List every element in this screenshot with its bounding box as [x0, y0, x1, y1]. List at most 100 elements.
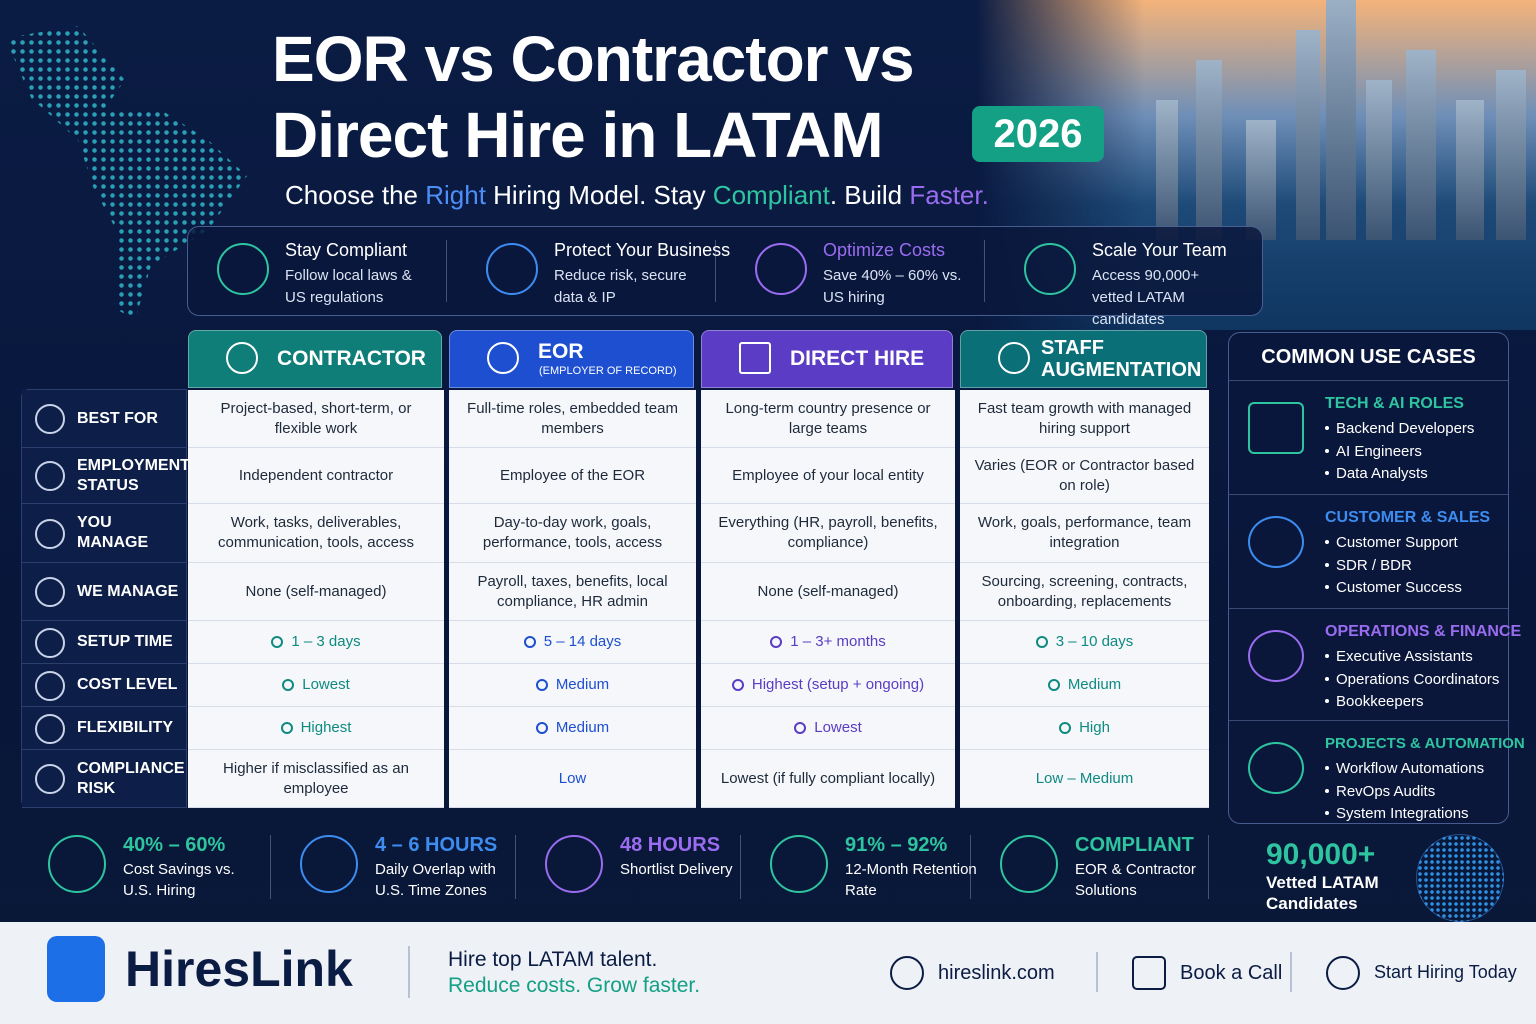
divider [515, 835, 516, 899]
cell-text: Medium [555, 719, 610, 736]
cell-text: None (self-managed) [245, 582, 387, 600]
table-cell: 5 – 14 days [449, 621, 696, 664]
table-cell: 3 – 10 days [960, 621, 1209, 664]
cell-icon [280, 722, 293, 734]
use-case-icon [1248, 742, 1304, 794]
slogan: Hire top LATAM talent. [448, 948, 658, 971]
cell-icon [271, 636, 284, 648]
use-case-title: OPERATIONS & FINANCE [1325, 623, 1522, 640]
cell-text: 3 – 10 days [1055, 633, 1134, 650]
footer: HiresLink Hire top LATAM talent. Reduce co… [0, 922, 1536, 1024]
cell-text: Sourcing, screening, contracts, onboardi… [981, 572, 1188, 610]
divider [446, 240, 447, 302]
cell-text: Highest (setup + ongoing) [751, 676, 925, 693]
column-header: STAFF AUGMENTATION [960, 330, 1207, 388]
building [1456, 100, 1484, 240]
table-cell: Highest [188, 707, 444, 750]
table-cell: Long-term country presence or large team… [701, 390, 955, 448]
link-icon [1326, 956, 1360, 990]
footer-link[interactable]: hireslink.com [938, 962, 1055, 984]
cell-text: Full-time roles, embedded team members [467, 399, 678, 437]
benefit-title: Scale Your Team [1092, 240, 1227, 260]
cell-text: Lowest [302, 676, 350, 693]
use-case-icon [1248, 402, 1304, 454]
benefit-text: Reduce risk, secure data & IP [554, 267, 687, 306]
table-cell: Everything (HR, payroll, benefits, compl… [701, 504, 955, 563]
row-icon [35, 764, 65, 794]
table-cell: Work, goals, performance, team integrati… [960, 504, 1209, 563]
cell-text: None (self-managed) [757, 582, 899, 600]
cell-text: 1 – 3+ months [790, 633, 886, 650]
stat-icon [1000, 835, 1058, 893]
column-icon [226, 342, 258, 374]
building [1366, 80, 1392, 240]
building [1296, 30, 1320, 240]
column-header: DIRECT HIRE [701, 330, 953, 388]
table-cell: Lowest [701, 707, 955, 750]
stat-icon [48, 835, 106, 893]
cell-icon [731, 679, 744, 691]
cell-text: Work, goals, performance, team integrati… [977, 514, 1192, 551]
divider [970, 835, 971, 899]
benefit-icon [217, 243, 269, 295]
table-cell: 1 – 3 days [188, 621, 444, 664]
building [1196, 60, 1222, 240]
cell-text: 1 – 3 days [291, 633, 361, 650]
cell-text: Payroll, taxes, benefits, local complian… [477, 572, 668, 610]
table-cell: Payroll, taxes, benefits, local complian… [449, 563, 696, 621]
table-cell: 1 – 3+ months [701, 621, 955, 664]
table-cell: Low – Medium [960, 750, 1209, 808]
table-cell: Highest (setup + ongoing) [701, 664, 955, 707]
stat-label: Cost Savings vs. U.S. Hiring [123, 861, 235, 899]
use-case-item: Customer Success [1325, 579, 1462, 596]
building [1326, 0, 1356, 240]
table-cell: Sourcing, screening, contracts, onboardi… [960, 563, 1209, 621]
cell-text: Employee of the EOR [499, 466, 646, 484]
row-icon [35, 713, 65, 744]
table-cell: Medium [449, 707, 696, 750]
column-title: EOR [538, 340, 584, 363]
tagline-part: Hiring Model. Stay [485, 180, 713, 210]
use-case-item: SDR / BDR [1325, 557, 1412, 574]
column-title-wrap: STAFF AUGMENTATION [1041, 337, 1201, 381]
column-title-wrap: DIRECT HIRE [790, 348, 990, 370]
stat-icon [770, 835, 828, 893]
globe [1416, 834, 1504, 922]
use-case-item: Operations Coordinators [1325, 671, 1499, 688]
use-case-item: Backend Developers [1325, 420, 1474, 437]
table-cell: Employee of your local entity [701, 448, 955, 504]
stat-label: Shortlist Delivery [620, 861, 733, 878]
stat-value: 4 – 6 HOURS [375, 834, 498, 856]
link-icon [890, 956, 924, 990]
stat-label: EOR & Contractor Solutions [1075, 861, 1196, 899]
cell-text: Lowest [814, 719, 862, 736]
cell-text: Varies (EOR or Contractor based on role) [974, 456, 1195, 494]
stat-label: 12-Month Retention Rate [845, 861, 977, 899]
footer-link[interactable]: Start Hiring Today [1374, 962, 1517, 982]
cell-text: Independent contractor [238, 466, 394, 484]
table-cell: Medium [449, 664, 696, 707]
cell-icon [282, 679, 295, 691]
slogan: Reduce costs. Grow faster. [448, 974, 701, 997]
column-note: (EMPLOYER OF RECORD) [539, 365, 677, 377]
benefit-icon [1024, 243, 1076, 295]
cell-text: Lowest (if fully compliant locally) [720, 769, 936, 787]
tagline: Choose the Right Hiring Model. Stay Comp… [285, 180, 989, 211]
column-icon [739, 342, 771, 374]
divider [408, 946, 410, 998]
building [1406, 50, 1436, 240]
benefit-icon [755, 243, 807, 295]
divider [715, 240, 716, 302]
tagline-part: Right [425, 180, 486, 210]
cell-text: Medium [555, 676, 610, 693]
title-line: Direct Hire in LATAM [272, 99, 884, 171]
cell-icon [535, 722, 548, 734]
column-title-wrap: EOR (EMPLOYER OF RECORD) [538, 340, 738, 378]
table-cell: High [960, 707, 1209, 750]
cell-icon [794, 722, 807, 734]
footer-link[interactable]: Book a Call [1180, 962, 1283, 984]
brand-logo [47, 936, 105, 1002]
cell-text: Low – Medium [1035, 769, 1134, 787]
benefit-title: Optimize Costs [823, 240, 946, 260]
use-case-item: Executive Assistants [1325, 648, 1473, 665]
